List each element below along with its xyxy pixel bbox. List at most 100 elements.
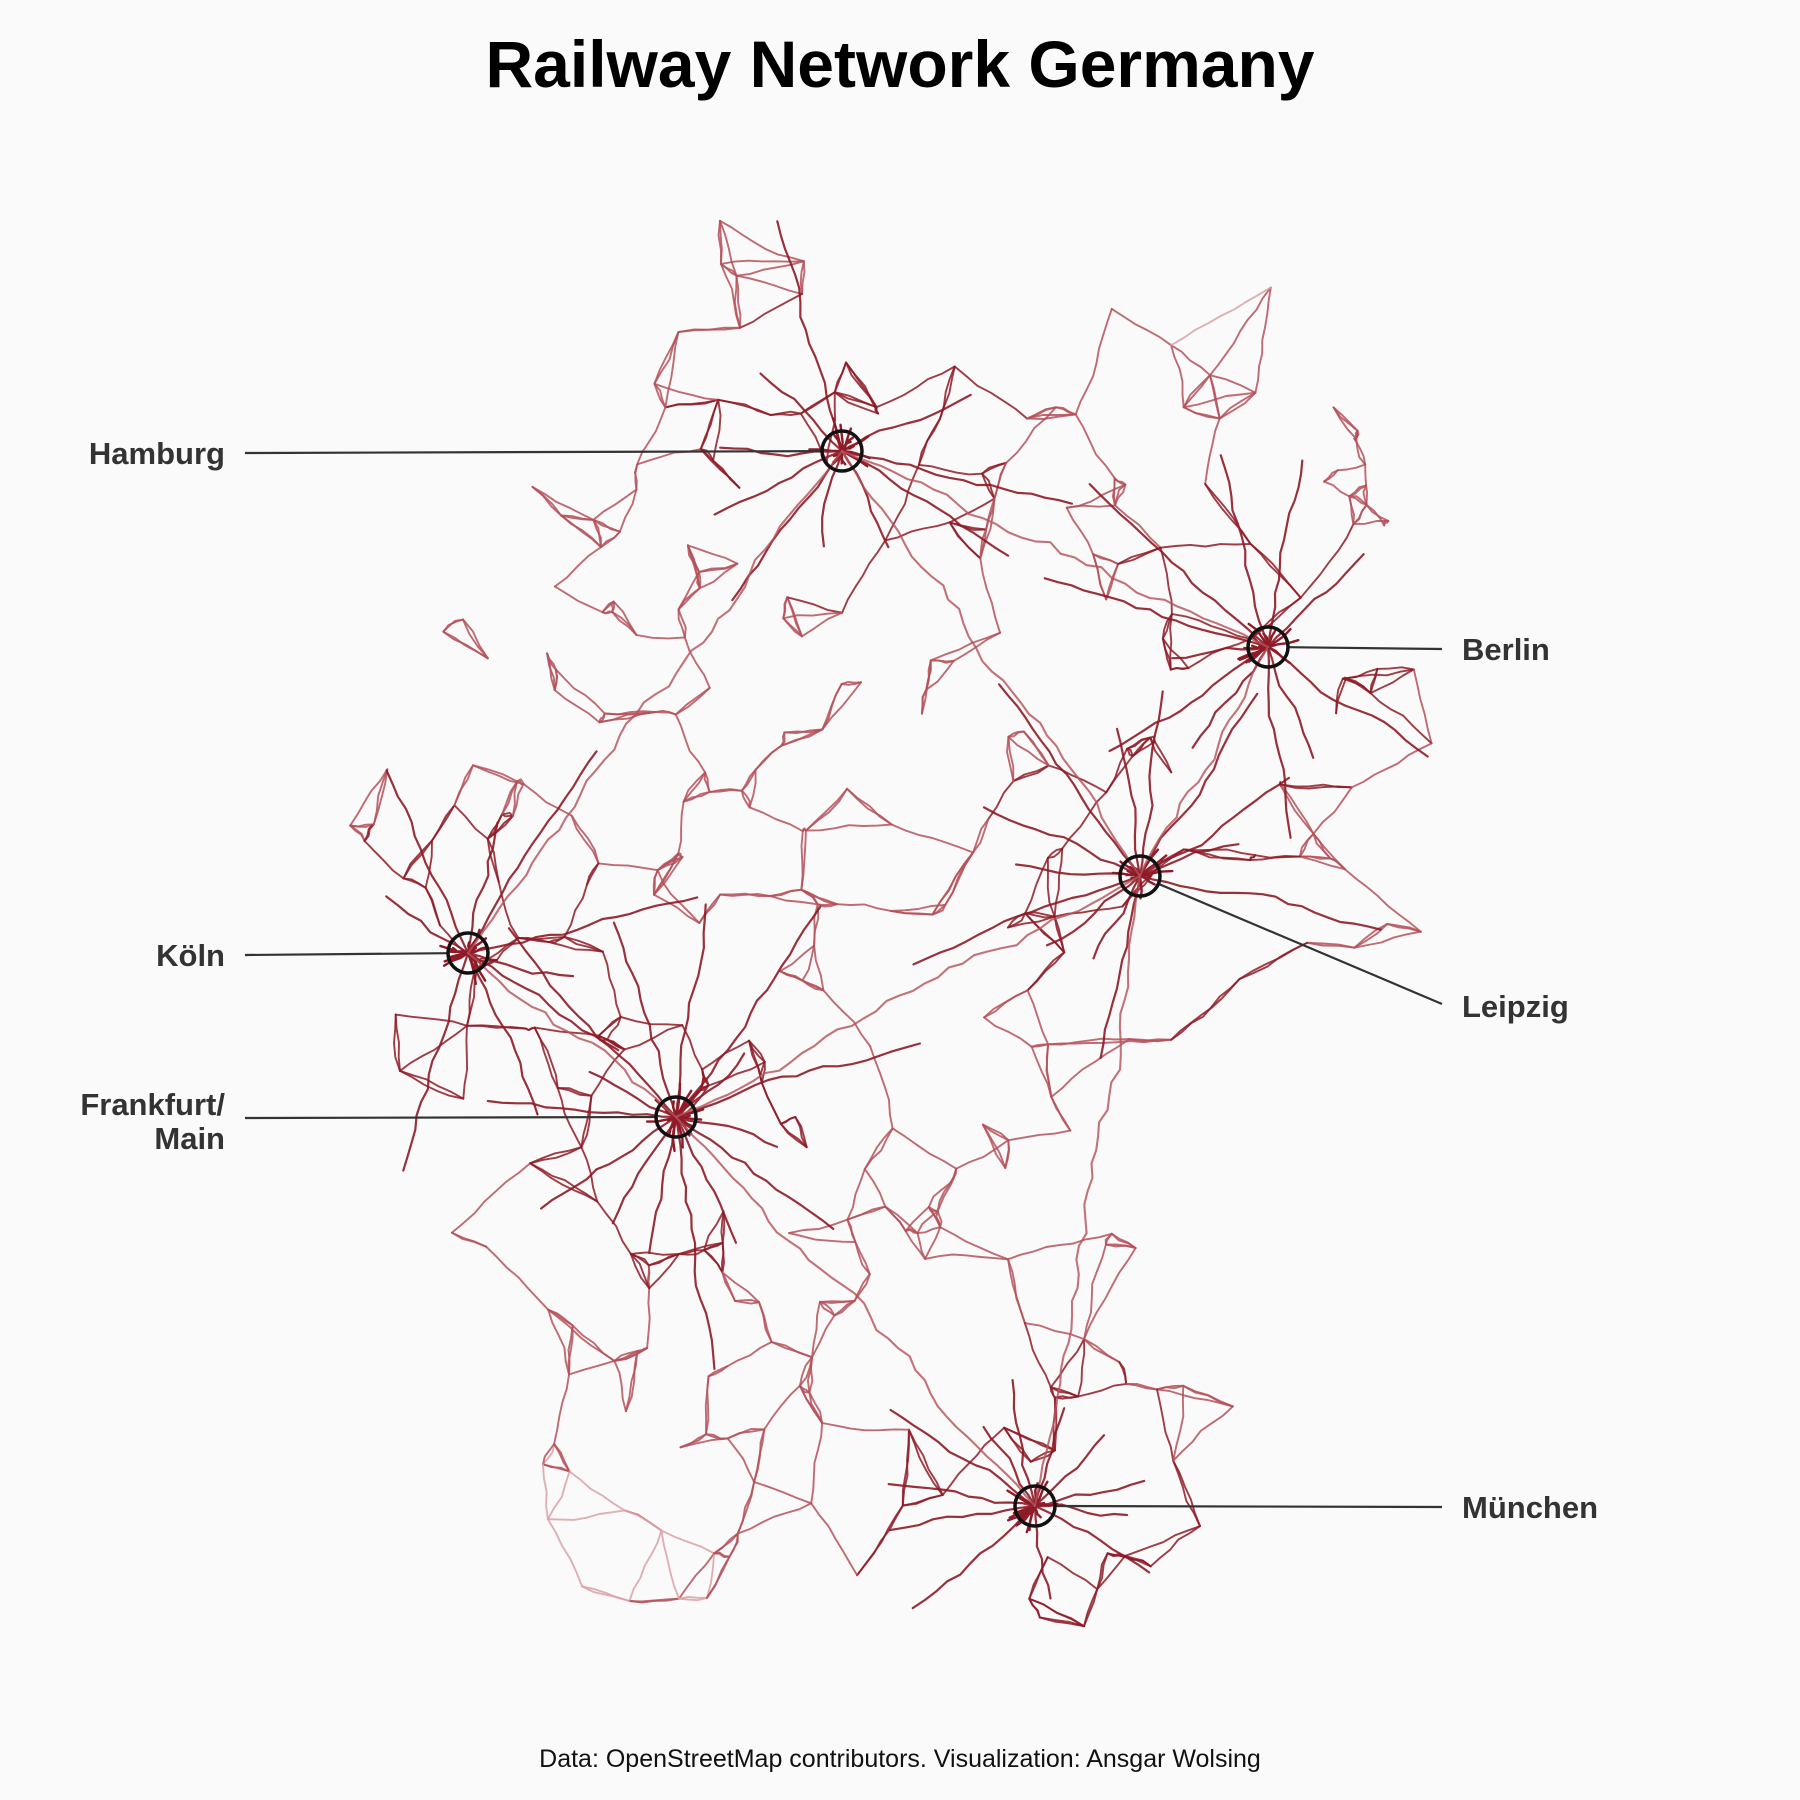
rail-line	[1172, 1405, 1234, 1462]
rail-line	[1024, 912, 1056, 919]
rail-line	[840, 680, 862, 685]
leader-line	[1157, 882, 1443, 1006]
rail-line	[606, 1015, 622, 1041]
rail-line	[779, 1122, 808, 1149]
rail-line	[424, 886, 441, 927]
city-label-line: Hamburg	[89, 436, 225, 471]
rail-line	[682, 791, 711, 803]
rail-line	[927, 1206, 939, 1213]
rail-line	[1153, 740, 1173, 774]
rail-line	[1312, 786, 1353, 835]
rail-line	[927, 1182, 951, 1208]
rail-line	[1161, 637, 1190, 670]
rail-line	[1353, 930, 1422, 949]
rail-line	[1299, 523, 1355, 599]
rail-line	[1266, 553, 1365, 649]
rail-line	[1138, 874, 1382, 931]
rail-line	[1053, 915, 1066, 954]
rail-line	[1323, 469, 1339, 483]
rail-line	[769, 412, 802, 416]
rail-line	[1254, 854, 1301, 859]
rail-line	[466, 1024, 527, 1030]
rail-line	[1352, 520, 1390, 526]
rail-line	[1028, 1597, 1085, 1628]
rail-line	[462, 618, 489, 660]
rail-line	[1138, 869, 1174, 878]
rail-line	[924, 1253, 1009, 1261]
city-marker	[1013, 1484, 1057, 1528]
rail-line	[1007, 735, 1015, 783]
rail-line	[916, 1226, 942, 1235]
rail-line	[547, 941, 604, 953]
rail-line	[1348, 495, 1368, 506]
rail-line	[1004, 1139, 1010, 1169]
rail-line	[794, 1116, 808, 1149]
rail-line	[553, 546, 602, 588]
city-label-line: Leipzig	[1462, 989, 1569, 1024]
rail-line	[677, 326, 741, 334]
rail-line	[768, 888, 803, 897]
rail-line	[1050, 1096, 1072, 1132]
rail-line	[846, 1218, 857, 1244]
rail-line	[1125, 1382, 1158, 1391]
rail-line	[917, 463, 983, 476]
city-berlin: Berlin	[1246, 625, 1550, 669]
rail-line	[1170, 613, 1252, 640]
city-label-line: München	[1462, 1490, 1598, 1525]
rail-line	[1046, 1556, 1099, 1591]
rail-line	[699, 398, 720, 451]
rail-line	[822, 989, 872, 1048]
rail-line	[925, 659, 932, 691]
rail-line	[719, 219, 723, 265]
rail-line	[681, 1089, 702, 1110]
rail-line	[952, 631, 1002, 662]
rail-line	[1047, 764, 1108, 794]
rail-line	[845, 361, 878, 409]
rail-line	[674, 1042, 921, 1119]
rail-line	[704, 771, 711, 793]
rail-line	[653, 893, 701, 924]
rail-line	[1077, 1338, 1086, 1398]
rail-line	[981, 1123, 1010, 1142]
rail-line	[981, 1123, 1010, 1142]
rail-line	[799, 260, 805, 295]
rail-line	[678, 1241, 724, 1255]
rail-line	[981, 472, 996, 500]
rail-line	[699, 1084, 710, 1092]
rail-line	[779, 1116, 797, 1125]
rail-line	[846, 1205, 887, 1221]
rail-line	[1138, 690, 1164, 878]
rail-line	[529, 1162, 599, 1203]
rail-line	[831, 417, 844, 453]
rail-line	[516, 780, 525, 785]
rail-line	[863, 1127, 894, 1171]
rail-line	[529, 1146, 583, 1165]
rail-line	[1105, 563, 1120, 601]
rail-line	[402, 951, 470, 1172]
rail-line	[451, 946, 470, 955]
rail-line	[813, 944, 825, 992]
city-marker	[1246, 625, 1290, 669]
city-marker	[1118, 854, 1162, 898]
rail-line	[596, 1200, 632, 1255]
city-markers: Hamburg Berlin Köln Leipzig Frankfurt/Main Mü…	[80, 429, 1598, 1528]
rail-line	[1023, 1322, 1052, 1389]
rail-line	[972, 818, 990, 854]
rail-line	[674, 1115, 684, 1149]
rail-line	[1169, 666, 1190, 671]
leader-line	[1054, 1504, 1443, 1509]
rail-line	[1007, 915, 1056, 929]
rail-line	[979, 497, 996, 560]
rail-line	[776, 220, 844, 453]
rail-line	[804, 823, 893, 832]
rail-line	[1049, 1386, 1080, 1398]
city-label-muenchen: München	[1462, 1490, 1598, 1525]
rail-line	[586, 862, 600, 886]
rail-line	[1126, 736, 1152, 750]
rail-line	[1138, 776, 1290, 878]
rail-line	[1280, 783, 1353, 789]
rail-line	[1110, 307, 1173, 347]
rail-line	[363, 840, 405, 880]
rail-line	[698, 562, 739, 590]
